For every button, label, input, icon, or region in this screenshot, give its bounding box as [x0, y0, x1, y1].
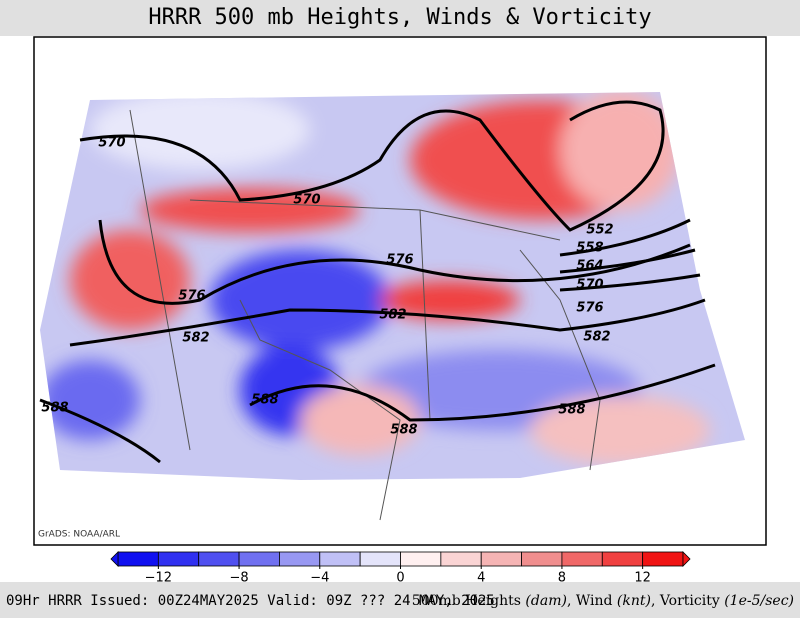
height-contours — [39, 100, 716, 464]
contour-label: 582 — [379, 308, 406, 323]
colorbar-box — [198, 551, 240, 567]
colorbar-tick-label: −4 — [310, 571, 329, 586]
colorbar: −12 −8 −4 0 4 8 12 — [110, 551, 691, 586]
contour-label: 588 — [558, 403, 585, 418]
colorbar-tick-label: 0 — [396, 571, 404, 586]
footer-right: 500mb Heights (dam), Wind (knt), Vortici… — [412, 593, 794, 609]
colorbar-box — [642, 551, 684, 567]
footer-right-part: (dam) — [525, 593, 567, 609]
credit: GrADS: NOAA/ARL — [38, 530, 120, 540]
colorbar-box — [359, 551, 401, 567]
footer-right-part: (knt) — [617, 593, 651, 609]
colorbar-arrow — [682, 551, 691, 567]
contour-label: 588 — [41, 401, 68, 416]
title-bar — [0, 0, 800, 36]
contour-labels: 570 570 576 576 582 582 552 558 564 570 576 582 588 5… — [41, 136, 613, 438]
contour-label: 570 — [576, 278, 603, 293]
colorbar-box — [319, 551, 361, 567]
colorbar-box — [480, 551, 522, 567]
contour-label: 558 — [576, 241, 603, 256]
boundaries — [129, 109, 601, 521]
title: HRRR 500 mb Heights, Winds & Vorticity — [148, 5, 651, 30]
colorbar-box — [117, 551, 159, 567]
contour-label: 588 — [251, 393, 278, 408]
colorbar-tick-label: 12 — [634, 571, 651, 586]
colorbar-box — [279, 551, 321, 567]
colorbar-tick-label: −12 — [145, 571, 172, 586]
colorbar-box — [561, 551, 603, 567]
contour-label: 582 — [583, 330, 610, 345]
contour-label: 576 — [576, 301, 603, 316]
contour-label: 570 — [293, 193, 320, 208]
colorbar-box — [440, 551, 482, 567]
footer-right-part: , Wind — [567, 593, 617, 609]
colorbar-tick-label: −8 — [229, 571, 248, 586]
contour-label: 576 — [178, 289, 205, 304]
colorbar-box — [601, 551, 644, 567]
colorbar-box — [238, 551, 280, 567]
colorbar-box — [400, 551, 442, 567]
contour-label: 570 — [98, 136, 125, 151]
colorbar-arrow — [110, 551, 119, 567]
colorbar-box — [521, 551, 563, 567]
contour-label: 564 — [576, 259, 603, 274]
footer-bar — [0, 582, 800, 618]
colorbar-tick-label: 4 — [477, 571, 485, 586]
colorbar-box — [157, 551, 200, 567]
colorbar-tick-label: 8 — [558, 571, 566, 586]
footer-right-part: (1e-5/sec) — [724, 593, 794, 609]
footer-right-part: 500mb Heights — [412, 593, 526, 609]
contour-label: 582 — [182, 331, 209, 346]
footer-right-part: , Vorticity — [651, 593, 724, 609]
footer-left: 09Hr HRRR Issued: 00Z24MAY2025 Valid: 09… — [6, 593, 495, 609]
contour-label: 552 — [586, 223, 613, 238]
contour-label: 576 — [386, 253, 413, 268]
contour-label: 588 — [390, 423, 417, 438]
